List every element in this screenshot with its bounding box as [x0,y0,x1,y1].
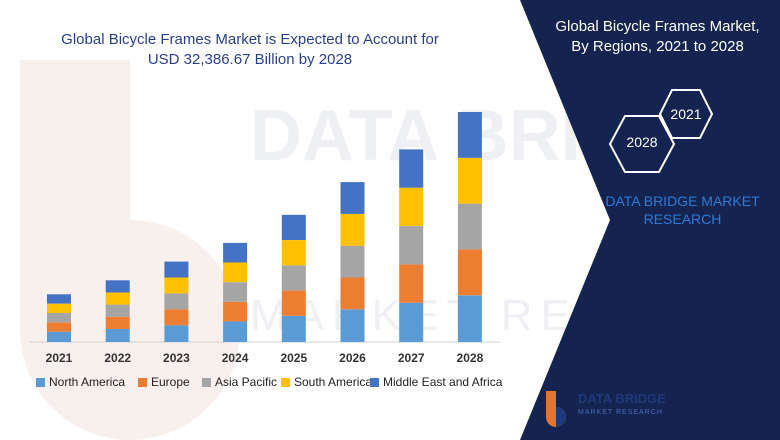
bar-segment-2021-middle-east-and-africa [47,294,71,304]
side-brand-line2: RESEARCH [643,211,722,227]
logo-subtitle: MARKET RESEARCH [578,409,663,416]
bar-segment-2021-south-america [47,303,71,313]
bar-segment-2022-middle-east-and-africa [105,280,130,293]
legend-item-europe: Europe [138,375,190,389]
legend-swatch [370,377,379,387]
hexagon-2021-icon [658,89,714,139]
legend-item-middle-east-and-africa: Middle East and Africa [370,375,502,389]
bar-segment-2027-asia-pacific [399,226,424,265]
x-tick-label-2028: 2028 [457,351,484,365]
bar-segment-2025-south-america [281,240,306,266]
bar-segment-2021-europe [47,322,71,332]
x-tick-label-2024: 2024 [222,351,249,365]
bar-segment-2027-north-america [399,302,424,342]
legend-item-south-america: South America [281,375,372,389]
bar-segment-2022-south-america [105,292,130,305]
bar-segment-2022-europe [105,316,130,329]
bar-segment-2024-north-america [223,321,248,342]
bar-segment-2023-south-america [164,277,189,294]
side-title-line2: By Regions, 2021 to 2028 [571,38,744,55]
logo-mark-icon [546,391,566,427]
chart-title-line1: Global Bicycle Frames Market is Expected… [61,31,439,48]
legend-item-north-america: North America [36,375,125,389]
bar-segment-2025-middle-east-and-africa [281,214,306,240]
bar-segment-2028-north-america [457,295,482,342]
bar-segment-2028-asia-pacific [457,203,482,250]
x-tick-label-2025: 2025 [280,351,307,365]
bar-segment-2023-europe [164,309,189,326]
legend: North America Europe Asia Pacific South Ame… [30,375,510,393]
bar-segment-2027-europe [399,264,424,303]
bar-segment-2026-north-america [340,309,365,342]
bar-segment-2023-north-america [164,325,189,342]
bar-segment-2028-europe [457,249,482,296]
legend-label: Middle East and Africa [383,375,503,389]
x-tick-label-2021: 2021 [46,351,73,365]
bar-segment-2026-middle-east-and-africa [340,182,365,214]
side-title: Global Bicycle Frames Market, By Regions… [545,17,770,57]
legend-swatch [281,377,290,387]
side-brand: DATA BRIDGE MARKET RESEARCH [590,192,775,228]
x-tick-label-2026: 2026 [339,351,366,365]
legend-swatch [36,377,45,387]
bar-segment-2028-middle-east-and-africa [457,112,482,158]
bar-segment-2028-south-america [457,157,482,204]
bar-segment-2024-south-america [223,262,248,283]
bar-segment-2026-europe [340,277,365,310]
bar-segment-2026-asia-pacific [340,245,365,278]
side-brand-line1: DATA BRIDGE MARKET [605,193,760,209]
bar-segment-2024-middle-east-and-africa [223,242,248,263]
legend-swatch [202,377,211,387]
legend-label: Asia Pacific [215,375,278,389]
hexagon-2021-label: 2021 [670,106,702,122]
stacked-bar-chart: 2021 2022 2023 2024 2025 2026 2027 2028 [30,112,500,365]
bar-segment-2025-north-america [281,315,306,342]
bar-segment-2025-europe [281,290,306,316]
bar-segment-2021-north-america [47,331,71,342]
bar-segment-2024-europe [223,301,248,322]
legend-label: North America [49,375,126,389]
bar-segment-2022-asia-pacific [105,304,130,317]
bar-segment-2022-north-america [105,328,130,342]
x-tick-label-2022: 2022 [104,351,131,365]
logo: DATA BRIDGE MARKET RESEARCH [540,385,770,430]
bar-segment-2023-asia-pacific [164,293,189,310]
bar-segment-2027-south-america [399,187,424,226]
bar-segment-2021-asia-pacific [47,313,71,323]
chart-title: Global Bicycle Frames Market is Expected… [40,30,460,70]
hexagon-2028-label: 2028 [626,134,658,150]
logo-name: DATA BRIDGE [578,391,666,406]
chart-title-line2: USD 32,386.67 Billion by 2028 [147,51,353,68]
bar-segment-2023-middle-east-and-africa [164,261,189,278]
legend-label: Europe [151,375,190,389]
legend-label: South America [294,375,373,389]
side-title-line1: Global Bicycle Frames Market, [555,18,760,35]
bar-segment-2024-asia-pacific [223,282,248,302]
bar-segment-2025-asia-pacific [281,265,306,291]
x-tick-label-2027: 2027 [398,351,425,365]
bar-segment-2027-middle-east-and-africa [399,149,424,188]
legend-swatch [138,377,147,387]
hexagon-2028-icon [608,115,676,173]
x-tick-label-2023: 2023 [163,351,190,365]
legend-item-asia-pacific: Asia Pacific [202,375,277,389]
bar-segment-2026-south-america [340,213,365,246]
